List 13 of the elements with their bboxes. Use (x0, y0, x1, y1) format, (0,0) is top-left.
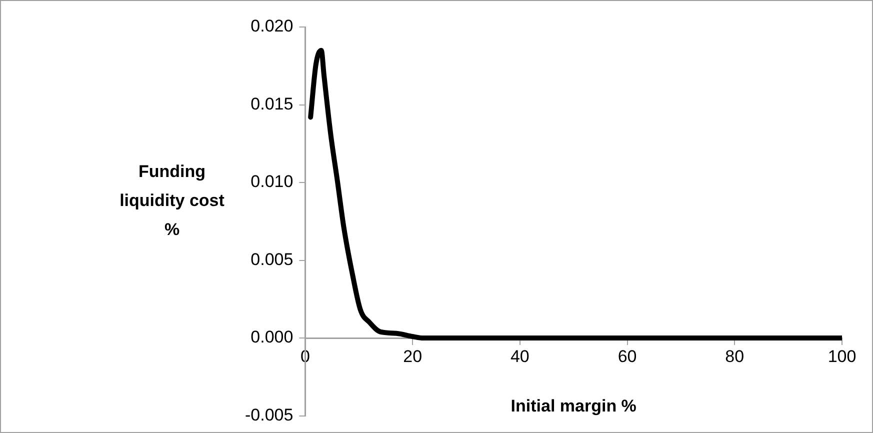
x-tick-label: 20 (403, 346, 422, 366)
y-tick-label: 0.010 (250, 172, 294, 192)
x-tick-label: 40 (510, 346, 530, 366)
x-tick-label: 60 (618, 346, 637, 366)
y-axis-title: Funding liquidity cost % (118, 161, 226, 241)
y-tick-label: 0.015 (250, 94, 294, 114)
y-tick-label: -0.005 (245, 405, 294, 424)
x-axis-title: Initial margin % (510, 396, 636, 416)
x-tick-label: 100 (828, 346, 856, 366)
y-tick-label: 0.005 (250, 250, 294, 269)
x-tick-label: 80 (725, 346, 744, 366)
y-tick-label: 0.000 (250, 328, 294, 347)
y-tick-label: 0.020 (250, 16, 294, 36)
